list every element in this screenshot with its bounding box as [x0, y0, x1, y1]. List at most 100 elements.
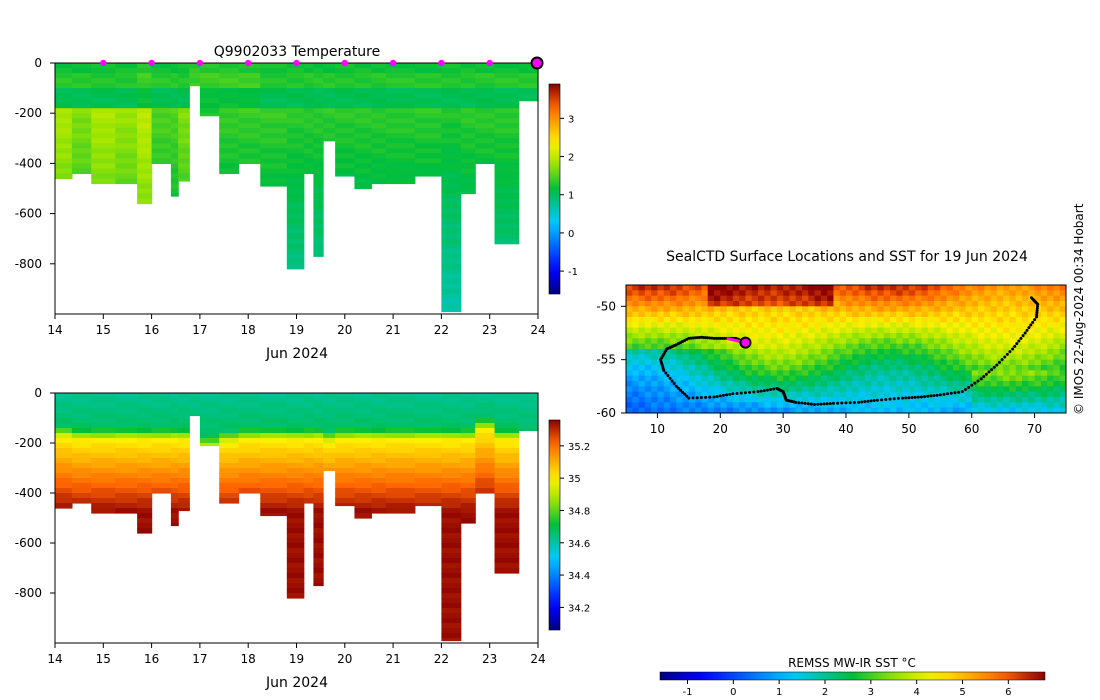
sst-cell [1034, 343, 1042, 350]
profile-cell [441, 603, 462, 609]
sst-cell [739, 391, 746, 398]
sst-cell [952, 343, 960, 350]
sst-cell [921, 285, 929, 291]
profile-cell [371, 123, 387, 129]
profile-cell [441, 273, 462, 280]
profile-cell [441, 408, 462, 414]
profile-cell [55, 123, 73, 129]
track-point [863, 400, 867, 404]
sst-cell [996, 386, 1004, 393]
sst-cell [789, 391, 797, 398]
sst-cell [921, 381, 929, 387]
sst-cell [808, 397, 815, 403]
sst-cell [751, 317, 759, 323]
profile-cell [286, 218, 305, 225]
profile-cell [414, 418, 442, 424]
profile-cell [137, 483, 153, 489]
profile-cell [441, 268, 462, 275]
sst-cell [871, 391, 878, 398]
track-point [718, 336, 722, 340]
sst-colorbar-tick-label: 3 [868, 687, 874, 698]
sst-cell [990, 306, 998, 313]
x-tick-label: 18 [241, 652, 256, 666]
profile-cell [260, 178, 288, 185]
profile-cell [170, 483, 179, 489]
profile-cell [323, 73, 336, 79]
sst-cell [739, 386, 746, 393]
sst-cell [1059, 333, 1067, 339]
track-point [1033, 318, 1037, 322]
colorbar-tick-label: 35.2 [568, 442, 590, 453]
profile-cell [354, 63, 372, 69]
profile-cell [313, 583, 324, 587]
profile-marker [293, 59, 300, 67]
sst-cell [940, 375, 947, 382]
sst-cell [858, 386, 866, 393]
profile-cell [55, 128, 73, 134]
profile-cell [178, 443, 190, 449]
profile-cell [323, 118, 336, 124]
sst-cell [720, 359, 727, 366]
sst-cell [852, 311, 859, 318]
profile-cell [178, 403, 190, 409]
sst-cell [739, 349, 746, 355]
profile-cell [170, 428, 179, 434]
profile-cell [137, 403, 153, 409]
profile-cell [91, 88, 116, 94]
sst-cell [1053, 333, 1061, 339]
sst-cell [764, 397, 771, 403]
profile-cell [441, 393, 462, 399]
profile-cell [238, 488, 261, 494]
profile-cell [313, 148, 324, 154]
profile-cell [303, 123, 315, 129]
sst-cell [682, 349, 690, 355]
profile-cell [460, 443, 476, 449]
sst-cell [896, 343, 903, 350]
sst-cell [795, 327, 803, 334]
sst-cell [871, 285, 878, 291]
profile-cell [199, 78, 220, 84]
profile-cell [260, 88, 288, 94]
sst-cell [644, 295, 652, 302]
sst-cell [795, 381, 803, 387]
profile-cell [313, 568, 324, 574]
sst-cell [902, 301, 910, 307]
sst-cell [839, 375, 847, 382]
sst-cell [770, 311, 778, 318]
sst-cell [776, 295, 784, 302]
sst-cell [996, 381, 1004, 387]
sst-cell [695, 333, 702, 339]
sst-cell [783, 402, 790, 409]
track-point [822, 402, 826, 406]
profile-cell [178, 93, 190, 99]
sst-cell [1034, 370, 1042, 377]
profile-cell [385, 153, 416, 159]
profile-cell [170, 68, 179, 74]
sst-cell [896, 306, 903, 313]
profile-cell [414, 483, 442, 489]
profile-cell [178, 63, 190, 69]
sst-cell [902, 311, 910, 318]
sst-cell [701, 354, 709, 361]
sst-cell [638, 381, 646, 387]
sst-cell [839, 311, 847, 318]
profile-cell [178, 128, 190, 134]
sst-cell [1028, 327, 1035, 334]
profile-cell [91, 498, 116, 504]
sst-cell [921, 359, 929, 366]
profile-cell [71, 473, 92, 479]
sst-colorbar [659, 671, 1046, 681]
colorbar-tick-label: -1 [568, 267, 578, 278]
profile-cell [313, 88, 324, 94]
sst-cell [877, 349, 885, 355]
track-point [942, 392, 946, 396]
profile-cell [460, 178, 476, 185]
sst-cell [877, 285, 885, 291]
profile-cell [238, 113, 261, 119]
profile-cell [260, 418, 288, 424]
profile-cell [460, 498, 476, 504]
profile-cell [313, 573, 324, 579]
profile-cell [335, 83, 356, 89]
track-point [932, 394, 936, 398]
sst-cell [676, 295, 683, 302]
